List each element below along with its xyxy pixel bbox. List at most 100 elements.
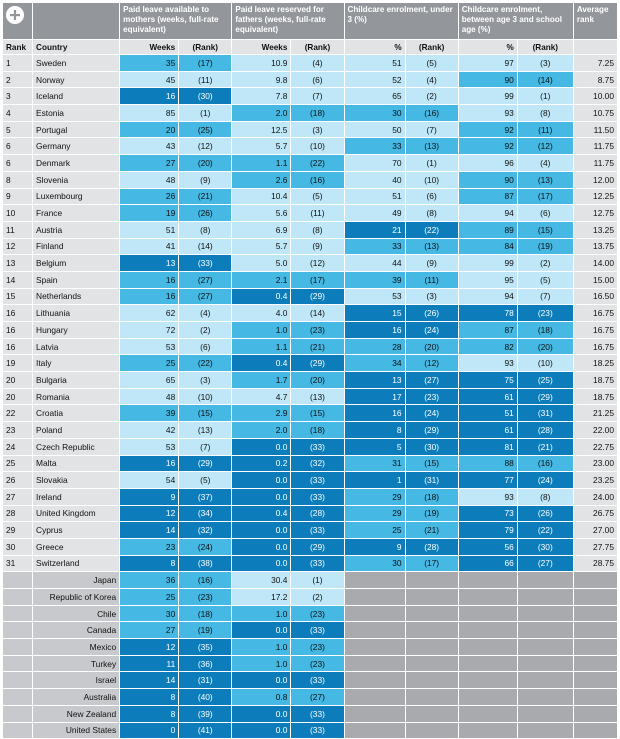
under3-value-cell: 39 xyxy=(344,271,405,288)
mothers-value-cell: 27 xyxy=(120,622,179,639)
under3-value-cell: 51 xyxy=(344,188,405,205)
table-row: 20 Romania 48 (10) 4.7 (13) 17 (23) 61 (29) 18.75 xyxy=(3,388,617,405)
age3-rank-cell: (31) xyxy=(517,405,573,422)
table-row: 8 Slovenia 48 (9) 2.6 (16) 40 (10) 90 (13) 12.00 xyxy=(3,171,617,188)
under3-rank-cell: (28) xyxy=(405,538,458,555)
under3-value-cell: 51 xyxy=(344,55,405,71)
mothers-rank-cell: (8) xyxy=(179,221,232,238)
under3-rank-cell: (19) xyxy=(405,505,458,522)
under3-rank-cell: (8) xyxy=(405,205,458,221)
mothers-value-cell: 27 xyxy=(120,155,179,171)
rank-cell-empty xyxy=(3,572,33,588)
age3-value-cell: 95 xyxy=(458,271,517,288)
fathers-rank-cell: (8) xyxy=(291,221,344,238)
missing-data-cell xyxy=(344,655,405,672)
missing-data-cell xyxy=(517,689,573,705)
age3-value-cell: 73 xyxy=(458,505,517,522)
age3-rank-cell: (14) xyxy=(517,71,573,88)
mothers-value-cell: 62 xyxy=(120,305,179,321)
fathers-rank-cell: (33) xyxy=(291,705,344,722)
mothers-value-cell: 42 xyxy=(120,422,179,438)
average-rank-cell: 27.75 xyxy=(573,538,617,555)
fathers-value-cell: 0.0 xyxy=(232,522,291,538)
missing-data-cell xyxy=(458,605,517,622)
under3-value-cell: 28 xyxy=(344,338,405,355)
rank-cell: 10 xyxy=(3,205,33,221)
age3-rank-cell: (13) xyxy=(517,171,573,188)
average-rank-cell: 14.00 xyxy=(573,255,617,271)
missing-data-cell xyxy=(344,605,405,622)
age3-rank-cell: (7) xyxy=(517,288,573,305)
average-rank-cell: 8.75 xyxy=(573,71,617,88)
fathers-rank-cell: (11) xyxy=(291,205,344,221)
subheader-under3-rank: (Rank) xyxy=(405,40,458,54)
age3-value-cell: 82 xyxy=(458,338,517,355)
zoom-plus-icon[interactable] xyxy=(3,3,27,31)
age3-rank-cell: (15) xyxy=(517,221,573,238)
mothers-rank-cell: (31) xyxy=(179,672,232,689)
missing-data-cell xyxy=(344,622,405,639)
under3-value-cell: 34 xyxy=(344,355,405,372)
under3-rank-cell: (26) xyxy=(405,305,458,321)
rank-cell: 6 xyxy=(3,155,33,171)
missing-data-cell xyxy=(517,655,573,672)
average-rank-empty xyxy=(573,655,617,672)
table-row: 4 Estonia 85 (1) 2.0 (18) 30 (16) 93 (8) 10.75 xyxy=(3,105,617,121)
under3-rank-cell: (22) xyxy=(405,221,458,238)
age3-value-cell: 90 xyxy=(458,171,517,188)
under3-value-cell: 21 xyxy=(344,221,405,238)
corner-cell xyxy=(3,3,33,39)
average-rank-empty xyxy=(573,572,617,588)
under3-value-cell: 52 xyxy=(344,71,405,88)
average-rank-cell: 12.75 xyxy=(573,205,617,221)
table-row: 23 Poland 42 (13) 2.0 (18) 8 (29) 61 (28) 22.00 xyxy=(3,422,617,438)
under3-value-cell: 49 xyxy=(344,205,405,221)
age3-value-cell: 94 xyxy=(458,288,517,305)
fathers-rank-cell: (16) xyxy=(291,171,344,188)
country-cell: Finland xyxy=(33,238,120,255)
country-cell: Germany xyxy=(33,138,120,155)
country-cell: United Kingdom xyxy=(33,505,120,522)
fathers-rank-cell: (7) xyxy=(291,88,344,105)
rank-cell: 30 xyxy=(3,538,33,555)
rank-cell: 14 xyxy=(3,271,33,288)
age3-rank-cell: (18) xyxy=(517,322,573,338)
average-rank-cell: 26.75 xyxy=(573,505,617,522)
mothers-rank-cell: (20) xyxy=(179,155,232,171)
mothers-value-cell: 51 xyxy=(120,221,179,238)
country-cell: Ireland xyxy=(33,488,120,505)
fathers-value-cell: 2.1 xyxy=(232,271,291,288)
missing-data-cell xyxy=(405,572,458,588)
mothers-value-cell: 0 xyxy=(120,722,179,739)
country-cell: Hungary xyxy=(33,322,120,338)
mothers-value-cell: 12 xyxy=(120,505,179,522)
country-cell: Mexico xyxy=(33,639,120,655)
country-cell: Austria xyxy=(33,221,120,238)
age3-value-cell: 88 xyxy=(458,455,517,472)
fathers-value-cell: 0.0 xyxy=(232,672,291,689)
under3-value-cell: 33 xyxy=(344,138,405,155)
under3-rank-cell: (30) xyxy=(405,438,458,455)
table-row: United States 0 (41) 0.0 (33) xyxy=(3,722,617,739)
average-rank-cell: 11.75 xyxy=(573,155,617,171)
missing-data-cell xyxy=(458,705,517,722)
table-row: 30 Greece 23 (24) 0.0 (29) 9 (28) 56 (30) 27.75 xyxy=(3,538,617,555)
missing-data-cell xyxy=(405,622,458,639)
table-row: 9 Luxembourg 26 (21) 10.4 (5) 51 (6) 87 (17) 12.25 xyxy=(3,188,617,205)
under3-rank-cell: (13) xyxy=(405,238,458,255)
age3-rank-cell: (23) xyxy=(517,305,573,321)
mothers-rank-cell: (6) xyxy=(179,338,232,355)
fathers-value-cell: 0.0 xyxy=(232,472,291,488)
age3-value-cell: 93 xyxy=(458,355,517,372)
country-cell: Malta xyxy=(33,455,120,472)
average-rank-cell: 16.75 xyxy=(573,322,617,338)
age3-rank-cell: (27) xyxy=(517,555,573,572)
country-cell: Italy xyxy=(33,355,120,372)
fathers-value-cell: 1.1 xyxy=(232,155,291,171)
average-rank-cell: 18.25 xyxy=(573,355,617,372)
fathers-value-cell: 6.9 xyxy=(232,221,291,238)
age3-rank-cell: (16) xyxy=(517,455,573,472)
mothers-rank-cell: (21) xyxy=(179,188,232,205)
missing-data-cell xyxy=(517,589,573,605)
header-average-rank: Average rank xyxy=(573,3,617,39)
